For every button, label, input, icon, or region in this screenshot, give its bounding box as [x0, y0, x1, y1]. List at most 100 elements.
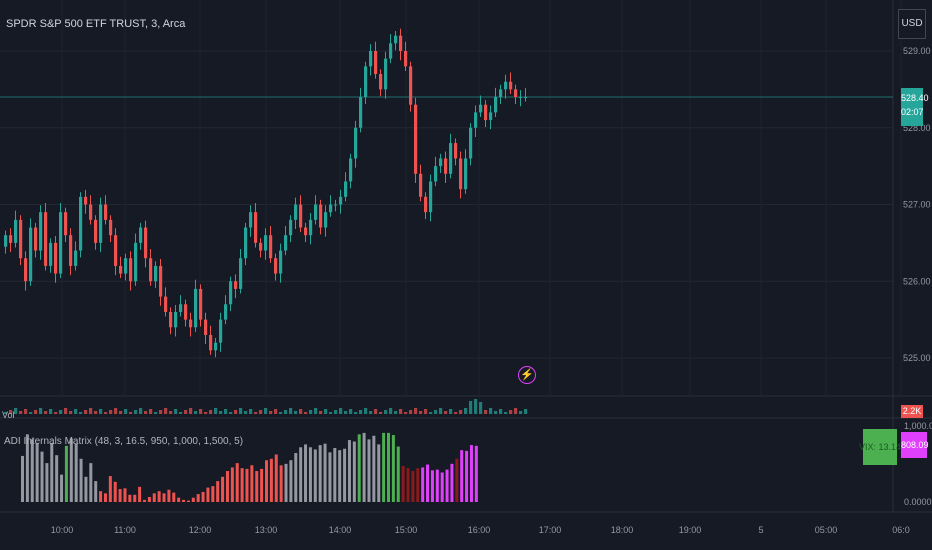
- candle-body: [259, 242, 263, 251]
- candle-body: [104, 204, 108, 220]
- volume-bar: [304, 412, 308, 414]
- candle-body: [389, 43, 393, 59]
- indicator-bar: [328, 452, 332, 502]
- candle-body: [469, 127, 473, 159]
- indicator-bar: [279, 465, 283, 502]
- time-tick-label: 16:00: [468, 525, 491, 535]
- price-tick-label: 526.00: [903, 276, 931, 286]
- candle-body: [339, 196, 343, 205]
- candle-body: [474, 112, 478, 128]
- volume-bar: [344, 411, 348, 414]
- currency-button[interactable]: USD: [898, 9, 926, 39]
- candle-body: [79, 196, 83, 251]
- volume-bar: [299, 409, 303, 414]
- indicator-bar: [304, 444, 308, 502]
- volume-bar: [74, 409, 78, 414]
- indicator-bar: [235, 463, 239, 502]
- volume-bar: [459, 410, 463, 414]
- indicator-bar: [206, 487, 210, 502]
- volume-bar: [439, 408, 443, 414]
- symbol-title[interactable]: SPDR S&P 500 ETF TRUST, 3, Arca: [6, 18, 186, 30]
- volume-bar: [24, 409, 28, 414]
- indicator-bar: [25, 434, 29, 502]
- volume-bar: [249, 409, 253, 414]
- indicator-bar: [460, 450, 464, 502]
- indicator-bar: [430, 470, 434, 502]
- candle-body: [444, 158, 448, 174]
- candle-body: [424, 196, 428, 213]
- volume-bar: [124, 409, 128, 414]
- volume-bar: [369, 411, 373, 414]
- candle-body: [184, 304, 188, 320]
- indicator-bar: [196, 494, 200, 502]
- time-tick-label: 14:00: [329, 525, 352, 535]
- candle-body: [244, 227, 248, 259]
- volume-bar: [224, 409, 228, 414]
- volume-bar: [334, 410, 338, 414]
- candle-body: [4, 235, 8, 247]
- volume-bar: [419, 411, 423, 414]
- volume-bar: [89, 408, 93, 414]
- volume-bar: [379, 412, 383, 414]
- indicator-bar: [367, 439, 371, 502]
- volume-bar: [474, 399, 478, 414]
- volume-bar: [119, 411, 123, 414]
- volume-bar: [244, 411, 248, 414]
- volume-bar: [524, 409, 528, 414]
- volume-label: Vol: [2, 410, 15, 420]
- candle-body: [189, 319, 193, 328]
- candle-body: [9, 235, 13, 243]
- time-tick-label: 11:00: [114, 525, 136, 535]
- indicator-bar: [172, 492, 176, 502]
- indicator-bar: [55, 455, 59, 502]
- volume-bar: [219, 411, 223, 414]
- volume-bar: [179, 412, 183, 414]
- candle-body: [169, 311, 173, 328]
- candle-body: [89, 204, 93, 220]
- indicator-bar: [352, 441, 356, 502]
- volume-bar: [134, 410, 138, 414]
- indicator-bar: [103, 493, 107, 502]
- candle-body: [394, 35, 398, 44]
- time-tick-label: 19:00: [679, 525, 702, 535]
- indicator-bar: [357, 434, 361, 502]
- candle-body: [264, 235, 268, 251]
- indicator-bar: [294, 453, 298, 502]
- indicator-bar: [377, 444, 381, 502]
- indicator-title[interactable]: ADI Internals Matrix (48, 3, 16.5, 950, …: [4, 436, 244, 447]
- candle-body: [49, 242, 53, 266]
- indicator-tick-label: 1,000.00: [904, 421, 932, 431]
- indicator-bar: [347, 440, 351, 502]
- volume-bar: [279, 412, 283, 414]
- volume-bar: [259, 410, 263, 414]
- indicator-bar: [162, 493, 166, 502]
- candle-body: [459, 158, 463, 190]
- volume-bar: [464, 408, 468, 414]
- candle-body: [499, 89, 503, 98]
- volume-bar: [174, 409, 178, 414]
- time-tick-label: 10:00: [51, 525, 74, 535]
- indicator-bar: [123, 488, 127, 502]
- volume-bar: [424, 409, 428, 414]
- volume-bar: [104, 412, 108, 414]
- indicator-bar: [260, 468, 264, 502]
- volume-bar: [414, 408, 418, 414]
- volume-bar: [449, 409, 453, 414]
- indicator-tick-label: 0.0000: [904, 497, 932, 507]
- candle-body: [214, 342, 218, 351]
- indicator-bar: [60, 474, 64, 502]
- volume-bar: [469, 401, 473, 414]
- volume-bar: [499, 409, 503, 414]
- candle-body: [404, 51, 408, 67]
- lightning-event-icon[interactable]: ⚡: [518, 366, 536, 384]
- volume-bar: [184, 410, 188, 414]
- volume-bar: [34, 410, 38, 414]
- candle-body: [344, 181, 348, 197]
- candle-body: [509, 81, 513, 90]
- candle-body: [349, 158, 353, 182]
- volume-bar: [154, 412, 158, 414]
- volume-bar: [454, 412, 458, 414]
- indicator-bar: [299, 447, 303, 502]
- volume-bar: [114, 408, 118, 414]
